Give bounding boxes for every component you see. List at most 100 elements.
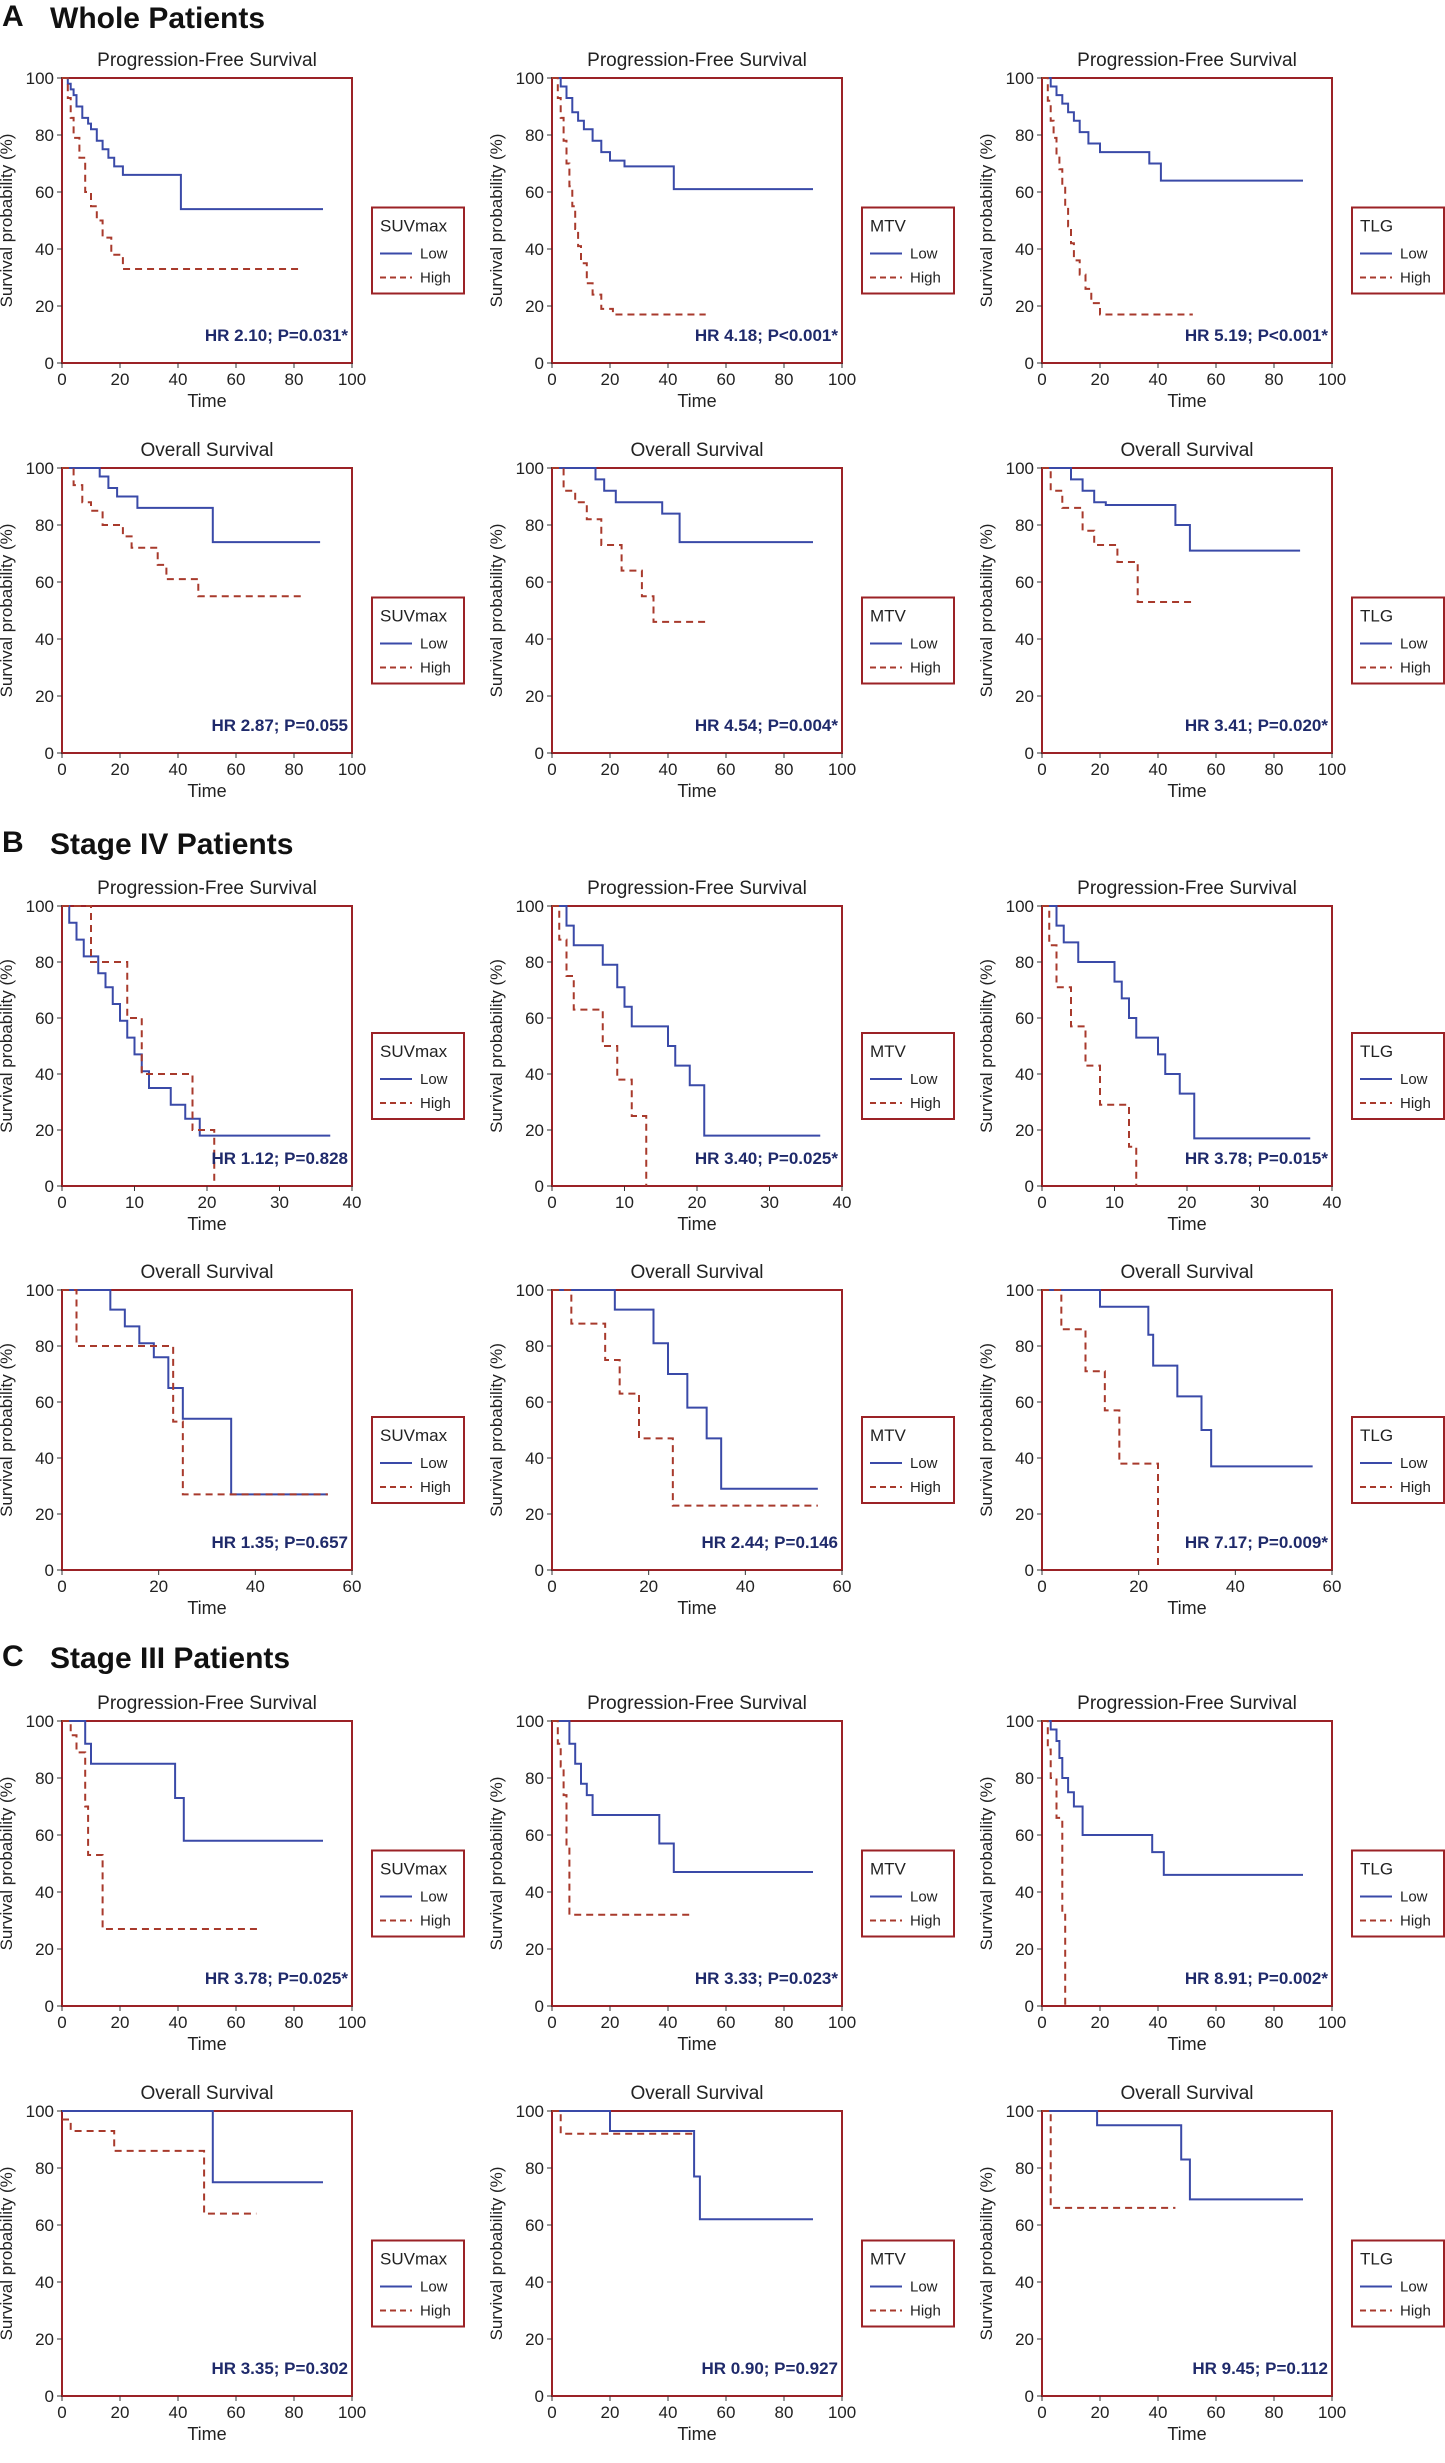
series-low-line <box>1042 467 1301 552</box>
legend-high-label: High <box>420 1095 451 1112</box>
y-tick-label: 40 <box>35 1449 54 1468</box>
x-tick-label: 80 <box>775 370 794 389</box>
plot-frame <box>1041 77 1333 364</box>
x-tick-label: 20 <box>601 2403 620 2422</box>
x-axis-label: Time <box>1167 391 1206 411</box>
series-low-line <box>62 77 323 211</box>
y-tick-label: 40 <box>1015 1065 1034 1084</box>
section-letter: C <box>2 1640 24 1673</box>
series-low-line <box>62 1289 328 1496</box>
x-tick-label: 0 <box>1037 1577 1046 1596</box>
x-tick-label: 60 <box>1323 1577 1342 1596</box>
x-tick-label: 0 <box>57 760 66 779</box>
y-tick-label: 60 <box>35 1393 54 1412</box>
section-letter: A <box>2 0 24 33</box>
km-chart-svg: 0 20 40 60 80 100 0 20 40 60 80 100 Time Survival pro… <box>0 69 465 411</box>
series-low-line <box>62 905 331 1137</box>
km-chart-svg: 0 20 40 60 80 100 0 10 20 30 40 Time Survival probab… <box>977 897 1445 1234</box>
km-chart-panel: Overall Survival 0 20 40 60 80 100 0 20 40 60 80 100… <box>487 440 960 820</box>
legend-low-label: Low <box>910 636 938 653</box>
legend-high-label: High <box>910 660 941 677</box>
plot-frame <box>1041 1289 1333 1571</box>
x-tick-label: 0 <box>1037 370 1046 389</box>
y-tick-label: 20 <box>35 297 54 316</box>
legend-high-label: High <box>1400 2303 1431 2320</box>
x-tick-label: 0 <box>57 2403 66 2422</box>
km-chart-svg: 0 20 40 60 80 100 0 20 40 60 80 100 Time Survival pro… <box>977 1712 1445 2054</box>
y-tick-label: 40 <box>525 240 544 259</box>
y-tick-label: 100 <box>1006 1712 1034 1731</box>
x-tick-label: 40 <box>1149 370 1168 389</box>
chart-title: Overall Survival <box>1120 1262 1254 1283</box>
y-tick-label: 100 <box>1006 2102 1034 2121</box>
y-tick-label: 60 <box>525 2216 544 2235</box>
km-chart-panel: Progression-Free Survival 0 20 40 60 80 100 0 20… <box>0 1693 470 2073</box>
series-low-line <box>1042 77 1303 182</box>
x-tick-label: 0 <box>547 760 556 779</box>
y-tick-label: 40 <box>525 2273 544 2292</box>
y-tick-label: 20 <box>35 2330 54 2349</box>
legend-high-label: High <box>420 1913 451 1930</box>
series-high-line <box>1042 1720 1067 2006</box>
y-axis-label: Survival probability (%) <box>487 959 506 1133</box>
x-tick-label: 100 <box>338 370 366 389</box>
x-tick-label: 20 <box>111 2403 130 2422</box>
y-tick-label: 100 <box>1006 69 1034 88</box>
plot-frame <box>551 1289 843 1571</box>
chart-title: Progression-Free Survival <box>1077 878 1297 899</box>
y-tick-label: 60 <box>35 1826 54 1845</box>
hr-annotation: HR 3.35; P=0.302 <box>211 2359 348 2378</box>
y-tick-label: 40 <box>35 2273 54 2292</box>
y-tick-label: 0 <box>535 1177 544 1196</box>
hr-annotation: HR 4.54; P=0.004* <box>695 716 839 735</box>
km-chart-svg: 0 20 40 60 80 100 0 20 40 60 Time Survival probabil… <box>977 1281 1445 1618</box>
x-tick-label: 80 <box>1265 2403 1284 2422</box>
legend-title: TLG <box>1360 1426 1393 1445</box>
x-tick-label: 0 <box>547 1193 556 1212</box>
x-tick-label: 60 <box>227 2403 246 2422</box>
series-low-line <box>62 2110 323 2184</box>
chart-title: Progression-Free Survival <box>97 50 317 71</box>
legend-high-label: High <box>1400 660 1431 677</box>
y-tick-label: 60 <box>35 2216 54 2235</box>
legend-low-label: Low <box>910 1455 938 1472</box>
x-tick-label: 40 <box>659 370 678 389</box>
series-low-line <box>552 905 821 1137</box>
x-tick-label: 0 <box>57 370 66 389</box>
y-axis-label: Survival probability (%) <box>977 2167 996 2341</box>
series-high-line <box>62 77 303 270</box>
km-chart-svg: 0 20 40 60 80 100 0 20 40 60 80 100 Time Survival pro… <box>977 69 1445 411</box>
y-tick-label: 20 <box>1015 687 1034 706</box>
series-high-line <box>552 2110 697 2135</box>
y-tick-label: 0 <box>1025 1997 1034 2016</box>
y-tick-label: 100 <box>26 897 54 916</box>
series-high-line <box>1042 77 1193 316</box>
y-axis-label: Survival probability (%) <box>0 134 16 308</box>
km-chart-svg: 0 20 40 60 80 100 0 20 40 60 80 100 Time Survival pro… <box>487 459 955 801</box>
x-tick-label: 10 <box>1105 1193 1124 1212</box>
plot-frame <box>61 2110 353 2397</box>
km-chart-svg: 0 20 40 60 80 100 0 20 40 60 80 100 Time Survival pro… <box>0 1712 465 2054</box>
legend-low-label: Low <box>1400 1071 1428 1088</box>
y-tick-label: 40 <box>1015 1883 1034 1902</box>
chart-title: Progression-Free Survival <box>587 1693 807 1714</box>
legend-high-label: High <box>420 2303 451 2320</box>
y-tick-label: 80 <box>35 516 54 535</box>
y-tick-label: 20 <box>525 1940 544 1959</box>
legend-box <box>371 206 465 295</box>
y-tick-label: 100 <box>1006 1281 1034 1300</box>
km-chart-svg: 0 20 40 60 80 100 0 20 40 60 Time Survival probabil… <box>0 1281 465 1618</box>
x-tick-label: 100 <box>828 2403 856 2422</box>
x-tick-label: 40 <box>736 1577 755 1596</box>
x-tick-label: 40 <box>246 1577 265 1596</box>
legend-box <box>371 1032 465 1120</box>
x-tick-label: 100 <box>338 2403 366 2422</box>
legend-high-label: High <box>910 1479 941 1496</box>
y-tick-label: 80 <box>525 1337 544 1356</box>
y-tick-label: 60 <box>1015 1009 1034 1028</box>
plot-frame <box>61 1720 353 2007</box>
x-tick-label: 40 <box>169 2013 188 2032</box>
y-tick-label: 80 <box>1015 516 1034 535</box>
y-tick-label: 20 <box>35 1940 54 1959</box>
y-tick-label: 0 <box>535 1561 544 1580</box>
